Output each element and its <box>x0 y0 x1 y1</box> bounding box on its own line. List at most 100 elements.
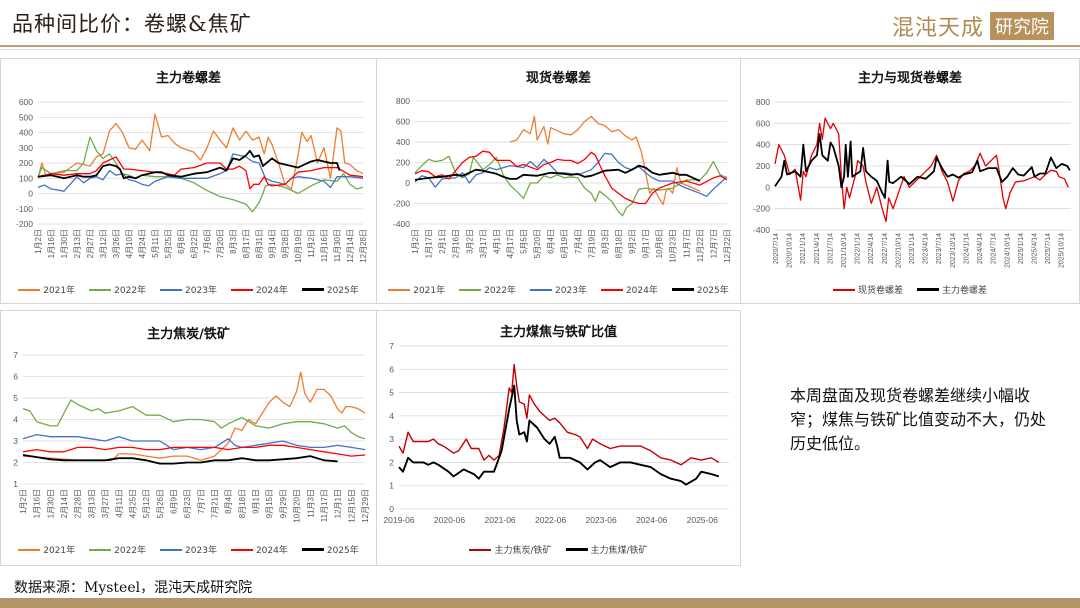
x-tick-label: 5月25日 <box>164 229 173 258</box>
x-tick-label: 10月20日 <box>293 489 302 523</box>
x-tick-label: 8月17日 <box>242 229 251 258</box>
x-tick-label: 9月14日 <box>268 229 277 258</box>
x-tick-label: 1月16日 <box>47 229 56 258</box>
y-tick-label: 800 <box>756 97 770 107</box>
x-tick-label: 2025/1/14 <box>1018 233 1025 264</box>
x-tick-label: 2021/10/14 <box>841 233 848 268</box>
y-tick-label: -400 <box>753 225 770 235</box>
legend-item: 2024年 <box>230 543 288 556</box>
x-tick-label: 2024/10/14 <box>1004 233 1011 268</box>
legend-label: 2022年 <box>484 286 517 296</box>
legend-item: 2021年 <box>388 283 445 296</box>
legend-swatch <box>160 548 183 551</box>
legend-item: 2025年 <box>301 283 359 296</box>
x-tick-label: 7月19日 <box>587 229 596 258</box>
x-tick-label: 5月26日 <box>156 489 165 518</box>
chart-plot: -200 -100 0 100 200 300 400 500 600 1月2日 1月16日 1月30… <box>16 97 368 263</box>
legend-label: 2021年 <box>43 286 76 296</box>
y-tick-label: 200 <box>396 158 410 168</box>
legend-item: 2023年 <box>530 283 587 296</box>
x-tick-label: 11月16日 <box>320 229 329 262</box>
chart-plot: 0 1 2 3 4 5 6 7 2019-06 2020-06 2021-06 2022-06 2023… <box>383 341 729 525</box>
legend-swatch <box>832 288 855 291</box>
x-tick-label: 2月16日 <box>452 229 461 258</box>
series-line-1 <box>22 399 366 440</box>
series-line-2 <box>22 433 366 451</box>
legend-swatch <box>301 548 324 551</box>
data-source: 数据来源：Mysteel，混沌天成研究院 <box>14 580 253 596</box>
x-tick-label: 3月17日 <box>479 229 488 258</box>
legend-swatch <box>18 288 41 291</box>
y-tick-label: 7 <box>389 341 394 351</box>
y-tick-label: 5 <box>389 388 394 398</box>
legend-swatch <box>917 288 939 291</box>
chart-title: 现货卷螺差 <box>525 71 591 86</box>
legend-label: 2021年 <box>413 286 446 296</box>
legend-item: 2023年 <box>160 283 217 296</box>
x-tick-label: 5月12日 <box>142 489 151 518</box>
x-tick-label: 7月21日 <box>211 489 220 518</box>
series-line-1 <box>414 155 728 217</box>
legend-label: 主力焦炭/铁矿 <box>494 546 552 556</box>
x-tick-label: 8月18日 <box>238 489 247 518</box>
x-tick-label: 11月30日 <box>333 229 342 262</box>
legend-item: 2022年 <box>459 283 516 296</box>
series-line-2 <box>37 153 364 192</box>
legend-swatch <box>530 288 553 291</box>
y-tick-label: 0 <box>28 189 33 199</box>
x-tick-label: 2025-06 <box>687 515 718 525</box>
x-tick-label: 7月4日 <box>574 229 583 254</box>
x-tick-label: 12月22日 <box>723 229 732 263</box>
x-tick-label: 7月7日 <box>197 489 206 514</box>
legend-swatch <box>459 288 482 291</box>
x-tick-label: 9月15日 <box>265 489 274 518</box>
y-tick-label: 800 <box>396 96 410 106</box>
chart-title: 主力与现货卷螺差 <box>857 71 962 86</box>
y-tick-label: 0 <box>389 504 394 514</box>
y-tick-label: -200 <box>753 204 770 214</box>
x-tick-label: 2月14日 <box>60 489 69 518</box>
series-line-1 <box>398 384 720 486</box>
y-tick-label: 400 <box>756 140 770 150</box>
legend-item: 现货卷螺差 <box>832 283 903 296</box>
x-tick-label: 7月6日 <box>203 229 212 254</box>
x-tick-label: 2月28日 <box>74 489 83 518</box>
chart-title: 主力焦炭/铁矿 <box>147 327 230 342</box>
x-tick-label: 11月3日 <box>306 489 315 518</box>
legend-swatch <box>230 548 253 551</box>
legend-label: 2024年 <box>255 546 288 556</box>
x-tick-label: 1月2日 <box>19 489 28 514</box>
chart-coke-iron-ore-ratio: 主力焦炭/铁矿 1 2 3 4 5 6 7 1月2日 1月16日 1月30日 2月14日 2月28日 3月… <box>0 310 377 566</box>
y-tick-label: 500 <box>19 112 33 122</box>
series-line-3 <box>22 444 366 457</box>
x-tick-label: 11月7日 <box>682 229 691 258</box>
x-tick-label: 1月17日 <box>425 229 434 258</box>
legend-swatch <box>301 288 324 291</box>
x-tick-label: 1月16日 <box>33 489 42 518</box>
x-tick-label: 2024-06 <box>636 515 667 525</box>
series-line-0 <box>398 363 720 466</box>
x-tick-label: 11月2日 <box>307 229 316 258</box>
y-tick-label: 2 <box>13 458 18 468</box>
x-tick-label: 2022/1/14 <box>855 233 862 264</box>
y-tick-label: -400 <box>393 219 410 229</box>
x-tick-label: 6月23日 <box>183 489 192 518</box>
x-tick-label: 2022-06 <box>535 515 566 525</box>
x-tick-label: 12月14日 <box>346 229 355 263</box>
legend-item: 2023年 <box>160 543 217 556</box>
commentary-text: 本周盘面及现货卷螺差继续小幅收窄；煤焦与铁矿比值变动不大，仍处历史低位。 <box>790 386 1047 453</box>
x-tick-label: 8月3日 <box>229 229 238 254</box>
y-tick-label: 2 <box>389 457 394 467</box>
y-tick-label: 400 <box>19 128 33 138</box>
chart-plot: 1 2 3 4 5 6 7 1月2日 1月16日 1月30日 2月14日 2月28日 3月13日 3月27… <box>13 350 370 523</box>
chart-plot: -400 -200 0 200 400 600 800 2020/7/14 2020/10/14… <box>753 97 1071 268</box>
y-tick-label: 4 <box>389 411 394 421</box>
x-tick-label: 2024/4/14 <box>977 233 984 264</box>
footer-bar <box>0 598 1080 608</box>
x-tick-label: 1月30日 <box>46 489 55 518</box>
x-tick-label: 2022/7/14 <box>882 233 889 264</box>
legend-label: 2023年 <box>555 286 587 296</box>
legend-label: 现货卷螺差 <box>857 286 903 296</box>
chart-legend: 2021年 2022年 2023年 2024年 2025年 <box>1 543 376 556</box>
x-tick-label: 2020/10/14 <box>787 233 794 268</box>
